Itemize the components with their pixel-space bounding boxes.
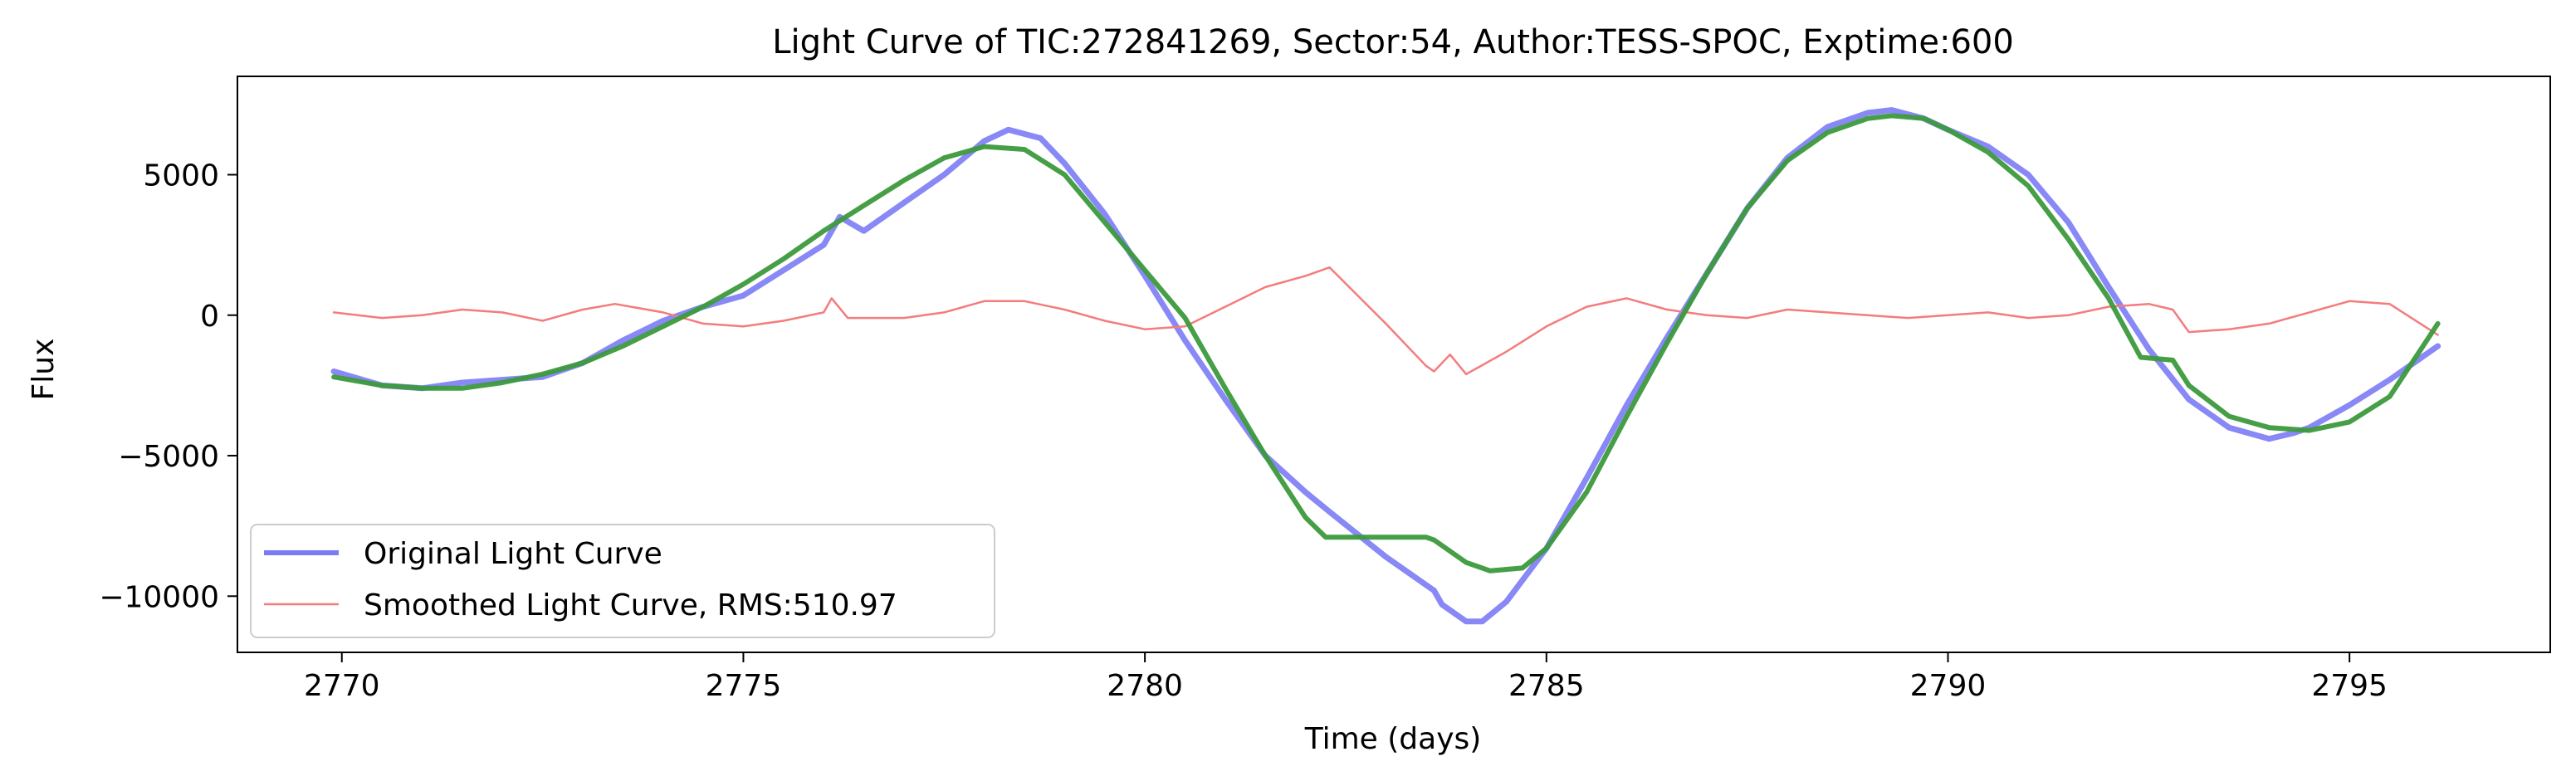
x-tick-label: 2785 [1508, 669, 1585, 703]
x-tick-label: 2790 [1910, 669, 1987, 703]
x-tick-label: 2795 [2311, 669, 2388, 703]
series-line-fit [331, 113, 2441, 574]
x-tick-label: 2770 [304, 669, 380, 703]
y-tick-label: −10000 [99, 580, 219, 614]
series-line-smoothed [332, 266, 2439, 376]
y-tick-label: 0 [200, 300, 219, 334]
x-axis-label: Time (days) [1304, 722, 1482, 756]
axis-ticks: 2770 2775 2780 2785 2790 2795 5000 0 −5000 −10000 [99, 159, 2388, 703]
legend-box [250, 524, 995, 638]
plot-frame [237, 76, 2551, 653]
chart-title: Light Curve of TIC:272841269, Sector:54,… [772, 23, 2014, 61]
legend-label-smoothed: Smoothed Light Curve, RMS:510.97 [364, 588, 897, 622]
x-tick-label: 2775 [706, 669, 782, 703]
series-line-original [330, 107, 2442, 625]
series-layer [330, 107, 2442, 625]
y-axis-label: Flux [27, 339, 61, 401]
y-tick-label: −5000 [118, 440, 219, 474]
legend-label-original: Original Light Curve [364, 537, 662, 571]
legend: Original Light Curve Smoothed Light Curv… [250, 524, 995, 638]
x-tick-label: 2780 [1107, 669, 1183, 703]
y-tick-label: 5000 [143, 159, 219, 193]
